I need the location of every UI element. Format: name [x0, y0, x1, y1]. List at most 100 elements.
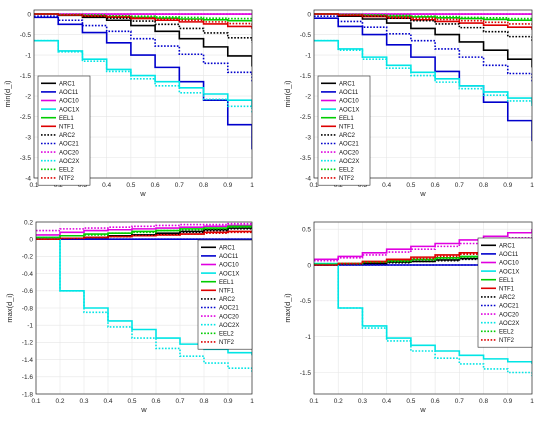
x-tick-label: 0.7	[455, 398, 464, 405]
legend-entry: NTF2	[339, 176, 355, 182]
legend: ARC1 AOC11 AOC10 AOC1X EEL1 NTF1 ARC2 AOC21 AOC2…	[317, 75, 371, 186]
y-tick-label: -2	[305, 93, 311, 100]
y-tick-label: -0.5	[20, 32, 32, 39]
x-tick-label: 0.2	[55, 398, 64, 405]
x-tick-label: 0.1	[309, 398, 318, 405]
legend-entry: AOC11	[219, 254, 239, 260]
legend-entry: AOC21	[339, 142, 359, 148]
x-tick-label: 0.4	[382, 398, 391, 405]
legend-entry: ARC2	[499, 295, 516, 301]
series-line-ntf2	[314, 13, 532, 26]
legend-box	[477, 237, 533, 348]
series-line-aoc2x	[36, 236, 252, 373]
y-tick-label: -0.5	[300, 32, 312, 39]
legend-entry: ARC1	[219, 246, 236, 252]
series-line-aoc2x	[314, 39, 532, 108]
legend-entry: ARC1	[59, 82, 76, 88]
y-tick-label: -1.6	[22, 374, 34, 381]
chart-panel-top-left: 0.10.20.30.40.50.60.70.80.910-0.5-1-1.5-…	[3, 9, 254, 198]
x-tick-label: 0.9	[223, 398, 232, 405]
x-tick-label: 0.7	[455, 182, 464, 189]
x-tick-label: 0.3	[79, 398, 88, 405]
series-line-aoc2x	[314, 262, 532, 377]
y-tick-label: -1	[27, 323, 33, 330]
x-tick-label: 0.2	[334, 398, 343, 405]
y-tick-label: 0	[27, 11, 31, 18]
x-tick-label: 1	[530, 182, 534, 189]
y-tick-label: -3.5	[300, 155, 312, 162]
y-tick-label: -0.8	[22, 305, 34, 312]
x-tick-label: 0.8	[479, 182, 488, 189]
legend-entry: AOC11	[59, 90, 79, 96]
y-tick-label: -0.4	[22, 271, 34, 278]
y-axis-label: max(d_i)	[283, 293, 292, 323]
x-tick-label: 0.9	[503, 182, 512, 189]
x-tick-label: 0.3	[358, 398, 367, 405]
legend-entry: EEL1	[339, 116, 354, 122]
axes-box	[313, 9, 533, 179]
chart-panel-bottom-left: 0.1 0.2 0.3 0.4 0.5 0.6 0.7 0.8 0.9 1 0.2 0 -0.2 -0.4…	[5, 219, 254, 414]
y-tick-label: 0	[307, 262, 311, 269]
legend-entry: AOC1X	[59, 107, 79, 113]
x-tick-label: 1	[250, 182, 254, 189]
x-axis-label: w	[419, 405, 426, 414]
x-tick-label: 0.9	[503, 398, 512, 405]
series-line-aoc20	[314, 234, 532, 262]
legend-entry: ARC2	[339, 133, 356, 139]
legend-entry: ARC1	[339, 82, 356, 88]
x-axis-label: w	[139, 189, 146, 198]
legend-entry: AOC11	[339, 90, 359, 96]
y-tick-label: -4	[25, 175, 31, 182]
x-tick-label: 0.4	[102, 182, 111, 189]
legend-entry: EEL1	[59, 116, 74, 122]
x-tick-label: 0.5	[126, 182, 135, 189]
legend-entry: AOC10	[59, 99, 79, 105]
x-tick-label: 0.9	[223, 182, 232, 189]
legend-entry: ARC1	[499, 244, 516, 250]
x-tick-label: 0.7	[175, 398, 184, 405]
legend-entry: AOC10	[339, 99, 359, 105]
legend-entry: AOC21	[59, 142, 79, 148]
legend-box	[317, 75, 371, 186]
legend-box	[37, 75, 91, 186]
x-tick-label: 1	[530, 398, 534, 405]
y-tick-label: -2	[25, 93, 31, 100]
x-tick-label: 0.5	[406, 398, 415, 405]
legend: ARC1 AOC11 AOC10 AOC1X EEL1 NTF1 ARC2 AOC21 AOC2…	[477, 237, 533, 348]
legend: ARC1 AOC11 AOC10 AOC1X EEL1 NTF1 ARC2 AOC21 AOC2…	[37, 75, 91, 186]
x-tick-label: 0.5	[406, 182, 415, 189]
legend-entry: AOC10	[219, 263, 239, 269]
legend-entry: AOC2X	[219, 323, 239, 329]
legend-entry: AOC20	[339, 150, 359, 156]
x-tick-label: 0.8	[479, 398, 488, 405]
legend-entry: AOC21	[219, 306, 239, 312]
chart-panel-bottom-right: 0.1 0.2 0.3 0.4 0.5 0.6 0.7 0.8 0.9 1 0.5 0 -0.5 -1 -1…	[283, 221, 534, 414]
series-line-aoc1x	[314, 39, 532, 105]
legend-entry: EEL2	[339, 168, 354, 174]
legend-entry: AOC2X	[59, 159, 79, 165]
y-tick-label: -0.2	[22, 254, 34, 261]
axes-box	[33, 9, 253, 179]
legend-entry: AOC1X	[219, 271, 239, 277]
series-line-ntf2	[36, 231, 252, 240]
legend-entry: AOC10	[499, 261, 519, 267]
y-tick-label: -3	[25, 134, 31, 141]
y-axis-label: min(d_i)	[283, 80, 292, 108]
x-axis-label: w	[140, 405, 147, 414]
legend-entry: NTF1	[59, 125, 75, 131]
y-tick-label: -3.5	[20, 155, 32, 162]
legend-entry: NTF1	[499, 287, 515, 293]
y-axis-label: min(d_i)	[3, 80, 12, 108]
legend-entry: NTF2	[219, 340, 235, 346]
x-tick-label: 0.4	[382, 182, 391, 189]
x-tick-label: 0.1	[309, 182, 318, 189]
series-line-aoc1x	[34, 39, 252, 107]
x-tick-label: 0.1	[29, 182, 38, 189]
legend-entry: NTF2	[499, 338, 515, 344]
legend-entry: NTF1	[339, 125, 355, 131]
legend-entry: ARC2	[59, 133, 76, 139]
legend-entry: ARC2	[219, 297, 236, 303]
legend-entry: AOC11	[499, 252, 519, 258]
